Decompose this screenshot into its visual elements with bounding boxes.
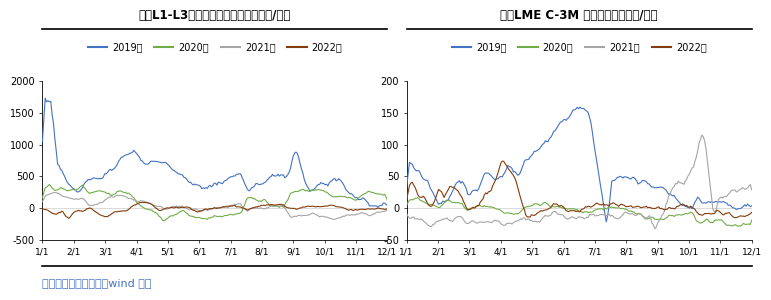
Legend: 2019年, 2020年, 2021年, 2022年: 2019年, 2020年, 2021年, 2022年 — [84, 38, 346, 56]
Legend: 2019年, 2020年, 2021年, 2022年: 2019年, 2020年, 2021年, 2022年 — [448, 38, 710, 56]
Text: 数据来源：銀河期货、wind 资讯: 数据来源：銀河期货、wind 资讯 — [42, 278, 152, 289]
Text: 锌：L1-L3期货月差季节图（单位：元/吟）: 锌：L1-L3期货月差季节图（单位：元/吟） — [139, 9, 291, 22]
Text: 锌：LME C-3M 季节图（单位：元/吟）: 锌：LME C-3M 季节图（单位：元/吟） — [500, 9, 658, 22]
